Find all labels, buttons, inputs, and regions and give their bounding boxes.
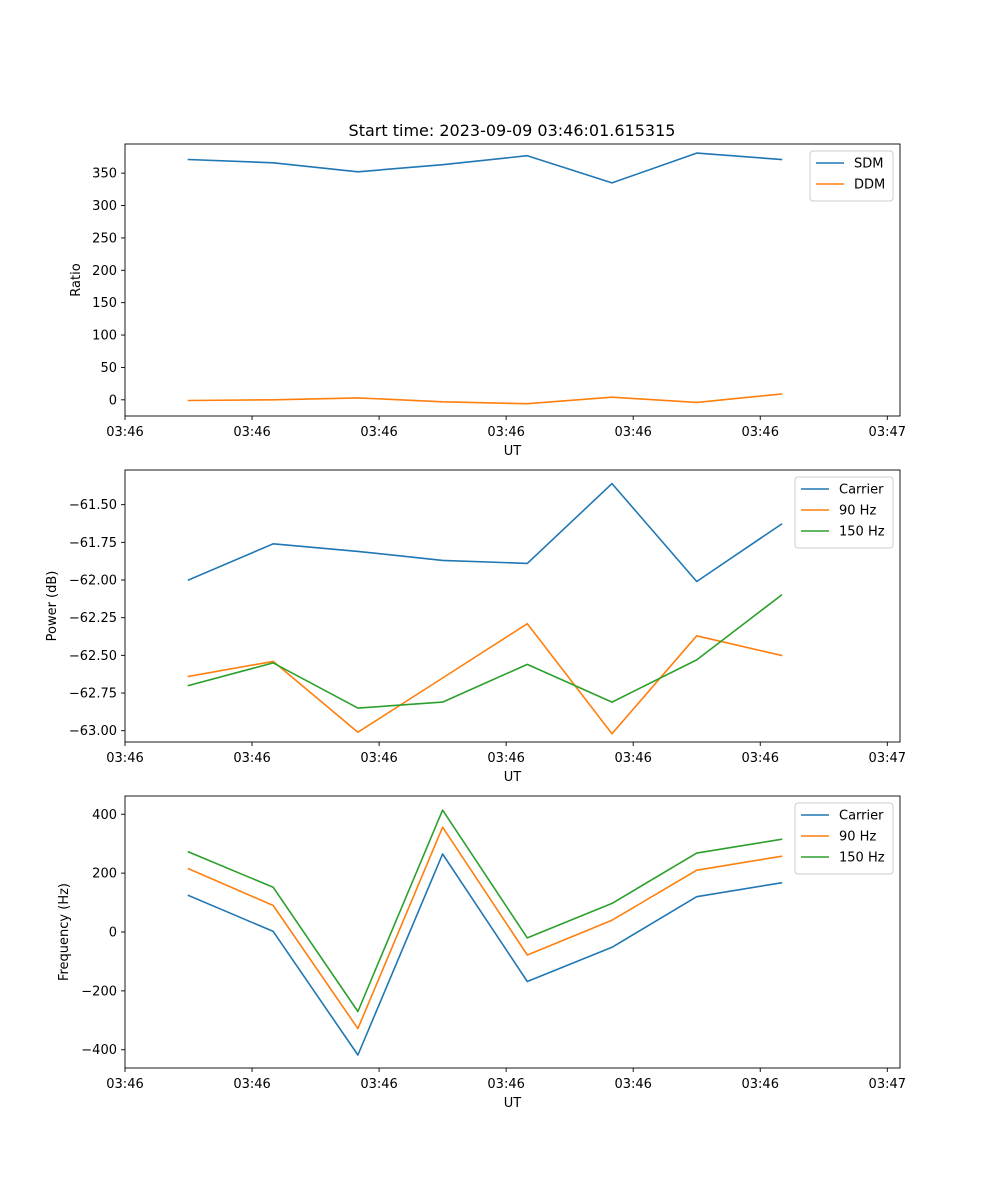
axes-frame bbox=[124, 143, 901, 417]
y-tick-label: −400 bbox=[81, 1043, 117, 1058]
y-tick-label: −62.00 bbox=[69, 574, 117, 589]
x-tick-label: 03:46 bbox=[106, 425, 143, 440]
figure-title: Start time: 2023-09-09 03:46:01.615315 bbox=[349, 121, 676, 140]
x-tick-label: 03:46 bbox=[742, 425, 779, 440]
x-axis-label: UT bbox=[504, 1096, 522, 1111]
legend-label: 150 Hz bbox=[839, 851, 885, 866]
series-line-150-hz bbox=[187, 809, 783, 1013]
chart-ratio: 03:46 03:46 03:46 03:46 03:46 03:46 03:47 0 50 10… bbox=[69, 143, 906, 459]
x-tick-label: 03:47 bbox=[869, 425, 906, 440]
legend-label: SDM bbox=[854, 157, 883, 172]
legend-label: Carrier bbox=[839, 483, 884, 498]
x-tick-label: 03:46 bbox=[614, 751, 651, 766]
y-tick-label: −200 bbox=[81, 984, 117, 999]
x-tick-label: 03:46 bbox=[614, 425, 651, 440]
series-line-sdm bbox=[187, 152, 783, 184]
y-tick-label: 200 bbox=[92, 264, 117, 279]
y-tick-label: 50 bbox=[100, 361, 117, 376]
series-line-150-hz bbox=[187, 593, 783, 709]
legend-label: 150 Hz bbox=[839, 525, 885, 540]
series-group bbox=[187, 809, 783, 1056]
series-line-90-hz bbox=[187, 622, 783, 735]
x-tick-label: 03:46 bbox=[487, 1077, 524, 1092]
legend-label: 90 Hz bbox=[839, 830, 876, 845]
y-tick-label: 150 bbox=[92, 296, 117, 311]
y-tick-label: 250 bbox=[92, 231, 117, 246]
x-tick-label: 03:46 bbox=[742, 751, 779, 766]
x-axis-label: UT bbox=[504, 444, 522, 459]
y-tick-label: 0 bbox=[109, 393, 117, 408]
y-tick-label: 400 bbox=[92, 808, 117, 823]
chart-frequency: 03:46 03:46 03:46 03:46 03:46 03:46 03:47 −400 −… bbox=[57, 795, 906, 1111]
y-tick-label: −62.75 bbox=[69, 687, 117, 702]
x-tick-label: 03:46 bbox=[487, 751, 524, 766]
y-tick-label: −61.75 bbox=[69, 536, 117, 551]
legend: Carrier 90 Hz 150 Hz bbox=[794, 476, 894, 549]
chart-power: 03:46 03:46 03:46 03:46 03:46 03:46 03:47 −63.0… bbox=[45, 469, 906, 785]
series-line-carrier bbox=[187, 482, 783, 583]
y-tick-label: −63.00 bbox=[69, 724, 117, 739]
y-tick-label: 300 bbox=[92, 199, 117, 214]
x-tick-label: 03:46 bbox=[614, 1077, 651, 1092]
y-tick-label: −61.50 bbox=[69, 498, 117, 513]
x-tick-label: 03:46 bbox=[360, 1077, 397, 1092]
x-tick-label: 03:46 bbox=[360, 425, 397, 440]
x-axis-label: UT bbox=[504, 770, 522, 785]
series-group bbox=[187, 482, 783, 735]
y-tick-label: −62.50 bbox=[69, 649, 117, 664]
x-tick-label: 03:46 bbox=[233, 1077, 270, 1092]
x-tick-label: 03:47 bbox=[869, 1077, 906, 1092]
x-tick-label: 03:46 bbox=[106, 1077, 143, 1092]
legend: Carrier 90 Hz 150 Hz bbox=[794, 802, 894, 875]
series-line-ddm bbox=[187, 393, 783, 405]
series-line-90-hz bbox=[187, 826, 783, 1030]
legend-label: DDM bbox=[854, 178, 885, 193]
x-tick-label: 03:46 bbox=[106, 751, 143, 766]
series-group bbox=[187, 152, 783, 405]
axes-frame bbox=[124, 469, 901, 743]
legend-label: Carrier bbox=[839, 809, 884, 824]
legend-label: 90 Hz bbox=[839, 504, 876, 519]
x-tick-label: 03:46 bbox=[742, 1077, 779, 1092]
y-axis-label: Frequency (Hz) bbox=[57, 883, 72, 981]
y-axis-label: Ratio bbox=[69, 263, 84, 296]
y-tick-label: 0 bbox=[109, 926, 117, 941]
y-tick-label: −62.25 bbox=[69, 611, 117, 626]
legend: SDM DDM bbox=[809, 150, 894, 202]
x-tick-label: 03:46 bbox=[487, 425, 524, 440]
y-tick-label: 350 bbox=[92, 167, 117, 182]
x-tick-label: 03:46 bbox=[233, 751, 270, 766]
x-tick-label: 03:47 bbox=[869, 751, 906, 766]
y-tick-label: 200 bbox=[92, 867, 117, 882]
x-tick-label: 03:46 bbox=[360, 751, 397, 766]
series-line-carrier bbox=[187, 853, 783, 1056]
y-tick-label: 100 bbox=[92, 329, 117, 344]
x-tick-label: 03:46 bbox=[233, 425, 270, 440]
y-axis-label: Power (dB) bbox=[45, 571, 60, 642]
